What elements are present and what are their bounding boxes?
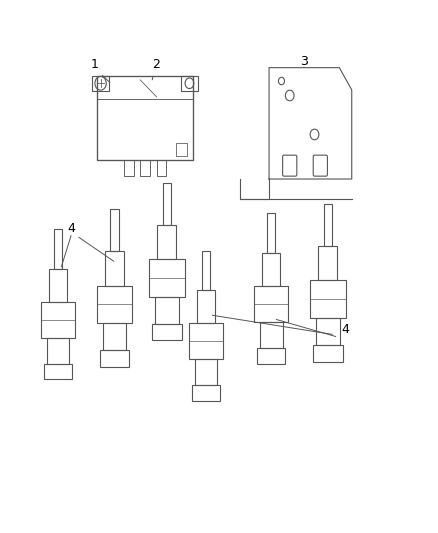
Bar (97, 286, 132, 324)
Bar (92, 76, 109, 91)
Bar (192, 385, 220, 401)
Bar (49, 269, 67, 302)
Bar (176, 143, 187, 156)
Bar (310, 280, 346, 318)
Bar (262, 253, 280, 286)
Bar (110, 209, 119, 251)
Bar (189, 323, 223, 359)
Bar (318, 246, 337, 280)
Bar (100, 350, 129, 367)
Bar (124, 160, 134, 176)
Bar (54, 229, 62, 269)
Bar (44, 364, 72, 379)
Bar (157, 224, 177, 259)
Bar (162, 183, 171, 224)
Bar (156, 160, 166, 176)
Bar (267, 214, 275, 253)
Text: 1: 1 (91, 59, 99, 71)
Bar (102, 324, 127, 350)
Text: 3: 3 (300, 55, 308, 68)
Bar (105, 251, 124, 286)
Bar (313, 345, 343, 361)
Text: 4: 4 (341, 324, 349, 336)
Bar (254, 286, 288, 322)
Bar (152, 324, 182, 341)
Bar (97, 76, 193, 160)
Bar (197, 290, 215, 323)
Bar (41, 302, 75, 338)
Bar (260, 322, 283, 348)
Text: 4: 4 (67, 222, 75, 235)
Bar (149, 259, 184, 297)
Bar (140, 160, 150, 176)
Bar (194, 359, 217, 385)
Bar (257, 348, 286, 364)
Bar (324, 204, 332, 246)
Bar (181, 76, 198, 91)
Text: 2: 2 (152, 59, 160, 71)
Bar (155, 297, 179, 324)
Bar (316, 318, 340, 345)
Bar (47, 338, 69, 364)
Bar (202, 251, 210, 290)
